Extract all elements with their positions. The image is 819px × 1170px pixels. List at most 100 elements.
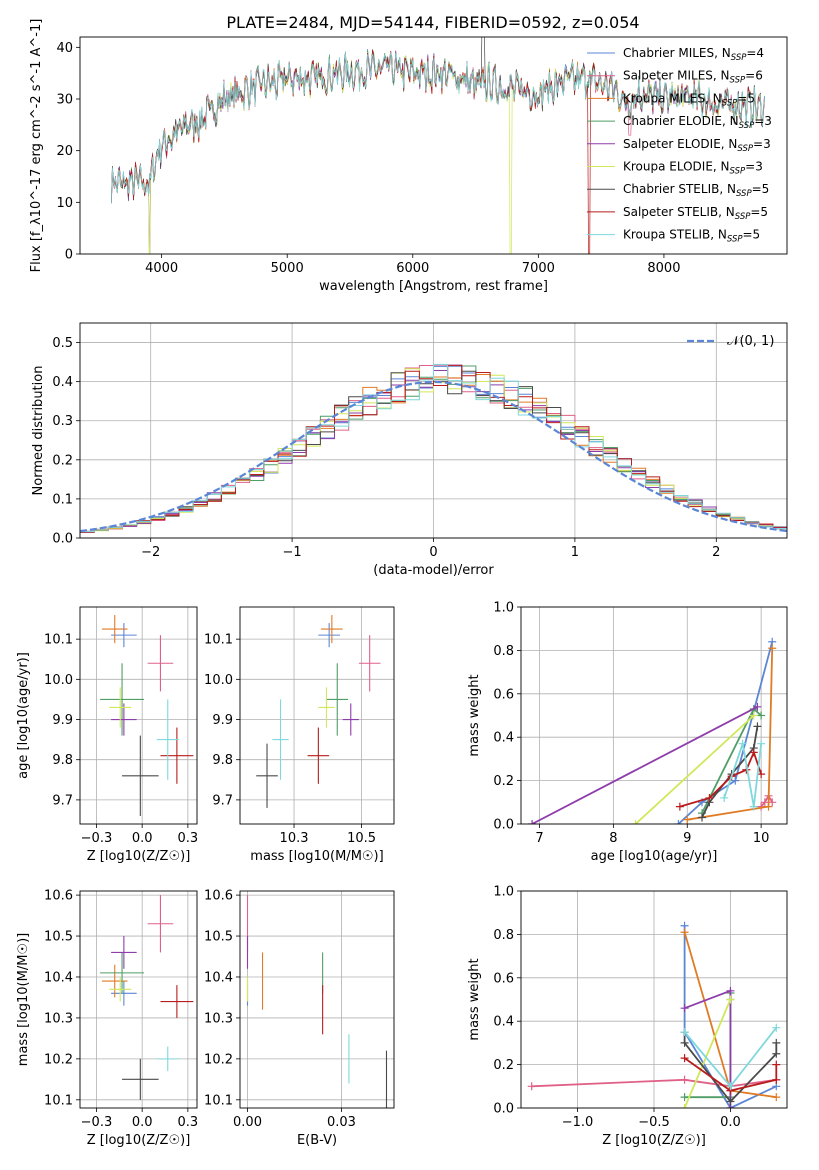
legend-nssp: =5 (743, 228, 761, 242)
y-tick-label: 10.2 (204, 1052, 233, 1067)
legend-model-name: Salpeter ELODIE, N (623, 137, 737, 151)
y-tick-label: 30 (56, 93, 73, 108)
figure-title: PLATE=2484, MJD=54144, FIBERID=0592, z=0… (226, 13, 639, 32)
x-axis-label: age [log10(age/yr)] (591, 849, 718, 864)
legend-nssp: =3 (745, 160, 763, 174)
y-tick-label: 1.0 (493, 885, 514, 900)
y-tick-label: 1.0 (493, 601, 514, 616)
x-tick-label: 0 (429, 545, 437, 560)
axes-frame (520, 606, 788, 825)
plot-area (111, 37, 765, 254)
legend-nssp: =3 (754, 114, 772, 128)
y-axis-label: mass weight (467, 958, 482, 1040)
y-tick-label: 10.5 (204, 930, 233, 945)
y-axis-label: age [log10(age/yr)] (16, 652, 31, 779)
y-tick-label: 0.8 (493, 928, 514, 943)
y-tick-label: 10.1 (204, 1093, 233, 1108)
legend-nssp: =5 (737, 91, 755, 105)
x-tick-label: 10.5 (347, 831, 376, 846)
y-tick-label: 10.0 (204, 673, 233, 688)
legend-nssp: =3 (753, 137, 771, 151)
axes-frame (79, 606, 198, 825)
panels: 4000 5000 6000 7000 8000010203040wavelength … (16, 19, 788, 1148)
y-tick-label: 0.3 (52, 414, 73, 429)
legend-model-name: Chabrier ELODIE, N (623, 114, 739, 128)
axes-frame (79, 36, 788, 255)
legend-model-name: Kroupa ELODIE, N (623, 160, 730, 174)
x-axis-label: wavelength [Angstrom, rest frame] (319, 279, 548, 294)
x-tick-label: 0.3 (178, 1115, 199, 1130)
weight-marker (698, 813, 707, 822)
plot-area (100, 615, 194, 816)
y-tick-label: 9.7 (212, 793, 233, 808)
y-tick-label: 0.2 (493, 1058, 514, 1073)
legend-entry: Chabrier STELIB, NSSP=5 (623, 182, 769, 199)
x-tick-label: 8 (609, 831, 617, 846)
x-tick-label: −1.0 (562, 1115, 594, 1130)
y-tick-label: 10.6 (44, 889, 73, 904)
legend-model-name: Kroupa MILES, N (623, 91, 722, 105)
weight-marker (753, 722, 762, 731)
legend-entry: Salpeter ELODIE, NSSP=3 (623, 137, 771, 154)
weight-series (531, 1078, 777, 1088)
y-tick-label: 0.0 (52, 532, 73, 547)
legend-model-name: Chabrier STELIB, N (623, 182, 736, 196)
legend-entry: Kroupa MILES, NSSP=5 (623, 91, 755, 108)
x-axis-label: mass [log10(M/M☉)] (250, 849, 383, 864)
legend-nssp: =5 (750, 205, 768, 219)
histogram-series (80, 363, 787, 533)
legend-entry: 𝒩(0, 1) (727, 334, 774, 349)
weight-marker (768, 798, 777, 807)
axes-frame (520, 890, 788, 1109)
panel-weight-age: 7 8 9 10 0.0 0.2 0.4 0.6 0.8 1.0 age [log10(age/yr… (467, 601, 788, 864)
legend-subscript: SSP (739, 121, 755, 131)
x-tick-label: 10 (753, 831, 770, 846)
y-axis-label: Normed distribution (31, 366, 46, 496)
weight-marker (738, 739, 747, 748)
y-tick-label: 40 (56, 41, 73, 56)
weight-marker (680, 1104, 689, 1108)
legend-entry: Chabrier MILES, NSSP=4 (623, 46, 764, 63)
y-tick-label: 10.3 (44, 1011, 73, 1026)
y-tick-label: 0.2 (493, 774, 514, 789)
y-tick-label: 20 (56, 144, 73, 159)
legend-subscript: SSP (730, 76, 746, 86)
weight-marker (680, 1075, 689, 1084)
plot-area (256, 615, 381, 808)
y-tick-label: 0 (65, 248, 73, 263)
weight-marker (674, 820, 683, 824)
x-tick-label: −1 (283, 545, 302, 560)
y-tick-label: 10 (56, 196, 73, 211)
x-tick-label: 0.3 (178, 831, 199, 846)
legend-subscript: SSP (730, 167, 746, 177)
x-tick-label: −2 (141, 545, 160, 560)
weight-marker (749, 748, 758, 757)
weight-marker (757, 739, 766, 748)
y-tick-label: 10.1 (44, 633, 73, 648)
weight-series (684, 1057, 778, 1092)
legend-entry: Chabrier ELODIE, NSSP=3 (623, 114, 772, 131)
axes-frame (79, 322, 788, 539)
y-axis-label: mass [log10(M/M☉)] (16, 933, 31, 1066)
x-tick-label: 7 (535, 831, 543, 846)
weight-marker (675, 802, 684, 811)
legend-nssp: =5 (752, 182, 770, 196)
weight-marker (772, 1038, 781, 1047)
y-tick-label: 0.5 (52, 336, 73, 351)
legend-entry: Salpeter MILES, NSSP=6 (623, 69, 763, 86)
weight-series (760, 793, 773, 808)
x-tick-label: 10.3 (280, 831, 309, 846)
weight-marker (726, 1082, 735, 1091)
weight-series (634, 714, 755, 824)
y-tick-label: 10.0 (44, 673, 73, 688)
weight-series (683, 999, 732, 1108)
weight-marker (680, 928, 689, 937)
y-tick-label: 0.8 (493, 644, 514, 659)
weight-marker (705, 793, 714, 802)
x-axis-label: Z [log10(Z/Z☉)] (87, 849, 191, 864)
x-axis-label: E(B-V) (297, 1133, 337, 1148)
y-tick-label: 0.6 (493, 687, 514, 702)
weight-marker (772, 1023, 781, 1032)
y-tick-label: 10.5 (44, 930, 73, 945)
